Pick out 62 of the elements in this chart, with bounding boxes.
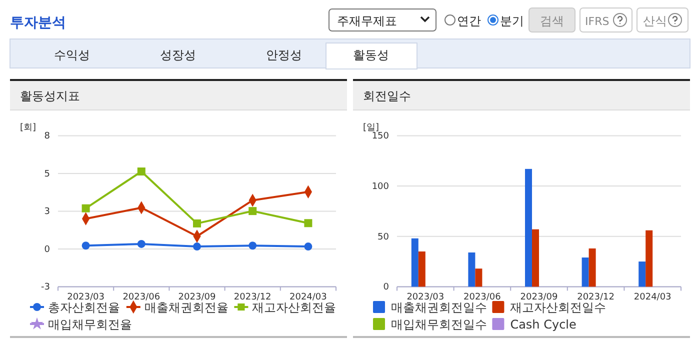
legend-label: 매출채권회전일수 (391, 300, 487, 314)
y-tick-label: -3 (41, 282, 50, 293)
point (193, 242, 201, 251)
point (248, 207, 257, 216)
chart-title: 활동성지표 (20, 89, 80, 103)
y-axis-title: [일] (363, 123, 380, 133)
legend-label: 재고자산회전율 (252, 300, 336, 314)
point (137, 240, 146, 248)
point (82, 242, 90, 250)
x-tick-label: 2024/03 (634, 292, 672, 303)
chart-title: 회전일수 (363, 89, 411, 103)
legend-label: 매출채권회전율 (144, 300, 228, 314)
legend-label: 재고자산회전일수 (510, 300, 606, 314)
text: 산식 (643, 14, 667, 28)
y-tick-label: 8 (44, 132, 50, 142)
text: 주재무제표 (337, 14, 397, 28)
legend-label: 매입채무회전율 (48, 318, 132, 332)
text: 성장성 (160, 48, 196, 62)
point (304, 219, 312, 228)
y-tick-label: 150 (372, 132, 390, 142)
text: 분기 (500, 14, 524, 28)
bar (468, 252, 476, 287)
text: IFRS (585, 15, 610, 28)
x-tick-label: 2023/06 (122, 292, 160, 303)
y-tick-label: 100 (372, 182, 390, 192)
bar (582, 258, 589, 287)
y-axis-title: [회] (20, 123, 36, 133)
x-tick-label: 2023/09 (520, 292, 558, 303)
y-tick-label: 50 (378, 232, 390, 242)
point (137, 167, 146, 176)
y-tick-label: 3 (44, 207, 50, 218)
text: 활동성 (353, 48, 389, 62)
bar (411, 238, 418, 287)
text: 수익성 (54, 48, 90, 62)
x-tick-label: 2023/09 (178, 292, 216, 303)
point (193, 219, 201, 228)
legend-label: Cash Cycle (510, 318, 576, 332)
point (248, 242, 257, 250)
bar (475, 268, 482, 287)
point (82, 204, 90, 212)
bar (588, 248, 596, 287)
legend-label: 매입채무회전일수 (391, 318, 487, 332)
y-tick-label: 0 (44, 244, 50, 255)
y-tick-label: 5 (44, 169, 50, 180)
x-tick-label: 2023/12 (577, 292, 614, 303)
bar (646, 230, 653, 287)
text: 검색 (540, 14, 564, 28)
point (304, 242, 312, 251)
x-tick-label: 2023/12 (234, 292, 272, 303)
bar (638, 262, 646, 287)
text: 연간 (457, 14, 481, 28)
legend-label: 총자산회전율 (48, 300, 120, 314)
bar (525, 168, 532, 287)
x-tick-label: 2023/03 (67, 292, 104, 303)
y-tick-label: 0 (383, 282, 390, 293)
text: 안정성 (266, 48, 302, 62)
text: 투자분석 (10, 15, 66, 31)
x-tick-label: 2023/06 (464, 292, 502, 303)
x-tick-label: 2023/03 (406, 292, 444, 303)
bar (418, 251, 426, 287)
bar (532, 229, 539, 287)
x-tick-label: 2024/03 (290, 292, 327, 303)
